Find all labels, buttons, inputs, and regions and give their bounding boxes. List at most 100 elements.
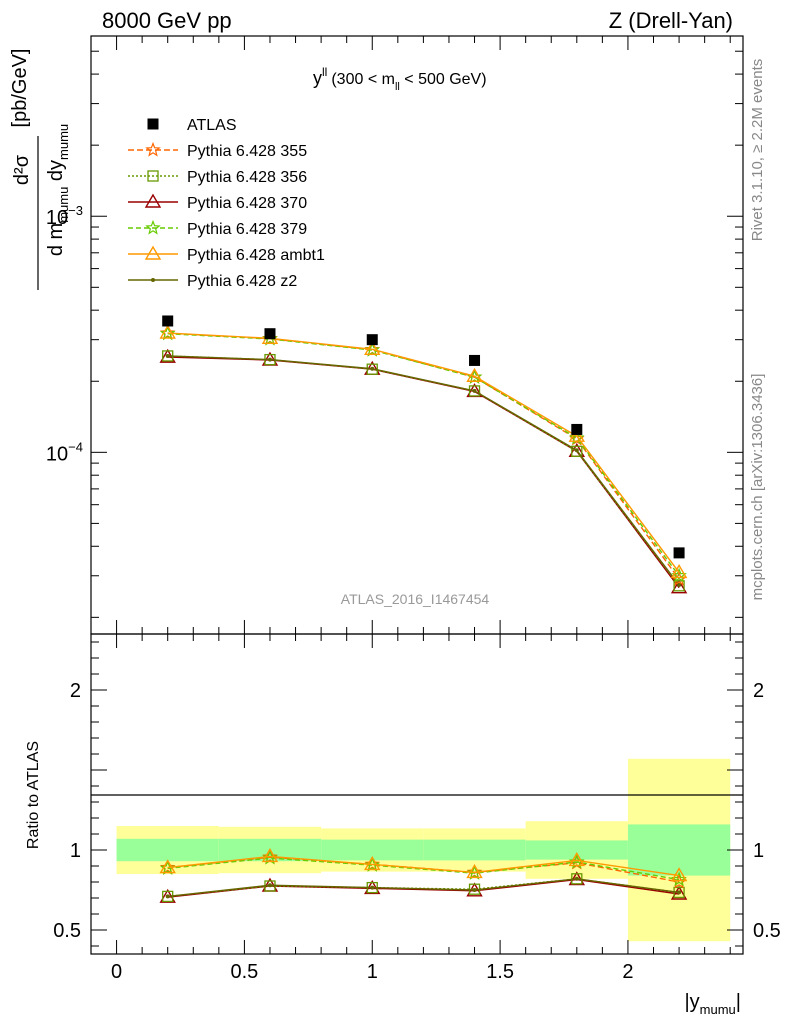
series-marker-ratio [670, 885, 688, 900]
series-marker-ratio [159, 859, 176, 875]
ratio-band-inner [525, 840, 628, 860]
series-marker-top [670, 579, 688, 594]
data-point [162, 315, 174, 327]
svg-text:d mmumu dymumu: d mmumu dymumu [45, 124, 71, 256]
y-ratio-tick-label-left: 1 [70, 840, 81, 862]
plot-title-pre: (300 < m [331, 71, 395, 88]
y-ratio-tick-label-left: 0.5 [53, 920, 81, 942]
series-marker-top [468, 385, 481, 397]
top-data-points [162, 315, 685, 559]
series-line-ratio [167, 855, 680, 877]
series-marker-ratio [670, 867, 688, 882]
legend-label: ATLAS [187, 117, 237, 134]
series-marker-ratio [472, 888, 477, 892]
series-marker-ratio [261, 848, 279, 863]
series-marker-top [165, 353, 170, 358]
legend-label: Pythia 6.428 355 [187, 143, 307, 160]
series-marker-ratio [364, 856, 380, 872]
y-ratio-tick-label-right: 1 [753, 840, 764, 862]
series-marker-ratio [262, 849, 278, 864]
svg-text:yll(300 < mll < 500 GeV): yll (300 < mll < 500 GeV) [313, 65, 487, 93]
ratio-series [159, 848, 688, 903]
y-tick-label: 10−4 [46, 439, 83, 465]
series-marker-top [472, 388, 477, 393]
series-line-top [167, 333, 680, 577]
series-marker-top [159, 325, 176, 341]
plot-title-sub: ll [395, 81, 400, 93]
data-point [264, 328, 276, 340]
legend-label: Pythia 6.428 370 [187, 195, 307, 212]
series-marker-ratio [677, 890, 682, 895]
legend-label: Pythia 6.428 356 [187, 169, 307, 186]
series-marker-top [568, 427, 586, 442]
ratio-axis-ticks: 0 0.5 1 1.5 2 0.5 0.5 1 1 2 2 [53, 634, 781, 983]
y-tick-label: 10−3 [46, 203, 83, 229]
series-marker-ratio [466, 864, 483, 879]
legend-marker [145, 219, 161, 235]
y-axis-title-ratio: Ratio to ATLAS [25, 741, 42, 849]
data-point [571, 423, 583, 435]
x-tick-label: 1 [367, 961, 378, 983]
legend-label: Pythia 6.428 ambt1 [187, 247, 325, 264]
legend-marker [151, 278, 155, 282]
series-marker-ratio [364, 857, 380, 872]
rivet-label: Rivet 3.1.10, ≥ 2.2M events [749, 59, 766, 242]
series-marker-ratio [574, 876, 579, 881]
series-marker-top [677, 583, 682, 588]
x-tick-label: 0.5 [231, 961, 259, 983]
series-line-ratio [167, 878, 680, 898]
series-line-ratio [167, 857, 680, 881]
series-marker-ratio [466, 864, 483, 880]
watermark: ATLAS_2016_I1467454 [341, 591, 490, 607]
series-marker-top [574, 448, 579, 453]
series-line-top [167, 332, 680, 580]
series-marker-top [364, 341, 380, 357]
y-title-den-sub2: mumu [56, 124, 71, 160]
series-marker-top [670, 564, 688, 579]
data-point [366, 334, 378, 346]
series-marker-ratio [370, 885, 375, 890]
legend-label: Pythia 6.428 379 [187, 221, 307, 238]
series-marker-ratio [159, 859, 176, 874]
svg-text:mcplots.cern.ch [arXiv:1306.34: mcplots.cern.ch [arXiv:1306.3436] [749, 374, 766, 601]
y-axis-title-denominator: d mmumu dymumu [45, 124, 71, 256]
data-point [673, 547, 685, 559]
legend-marker [144, 245, 162, 260]
ratio-panel: 0 0.5 1 1.5 2 0.5 0.5 1 1 2 2 [53, 633, 781, 983]
ratio-band-inner [627, 824, 731, 876]
x-tick-label: 2 [622, 961, 633, 983]
legend: ATLAS Pythia 6.428 355 Pythia 6.428 356 Pyt… [128, 117, 325, 290]
series-marker-top [159, 324, 176, 339]
header-right: Z (Drell-Yan) [609, 8, 733, 33]
series-marker-ratio [267, 883, 272, 888]
y-title-den-main: d m [45, 223, 67, 256]
ratio-bands [116, 758, 731, 942]
y-title-units: [pb/GeV] [9, 49, 31, 128]
y-axis-title-top: d²σ [11, 154, 33, 185]
x-axis-title: |ymumu| [684, 991, 741, 1017]
y-ratio-tick-label-left: 2 [70, 680, 81, 702]
series-marker-ratio [159, 860, 176, 876]
mcplots-label: mcplots.cern.ch [arXiv:1306.3436] [749, 374, 766, 601]
y-ratio-tick-label-right: 0.5 [753, 920, 781, 942]
y-title-den-mid: dy [45, 160, 67, 187]
legend-marker [147, 118, 159, 130]
series-marker-top [370, 366, 375, 371]
legend-marker [147, 170, 159, 182]
x-tick-label: 1.5 [486, 961, 514, 983]
svg-text:Rivet 3.1.10, ≥ 2.2M events: Rivet 3.1.10, ≥ 2.2M events [749, 59, 766, 242]
series-marker-top [571, 445, 583, 457]
svg-text:d²σ: d²σ [11, 154, 33, 185]
series-marker-top [673, 580, 685, 592]
ratio-title: Ratio to ATLAS [25, 741, 42, 849]
plot-title-main: y [313, 68, 322, 88]
y-title-numerator: d²σ [11, 154, 33, 185]
y-axis-units: [pb/GeV] [9, 49, 31, 128]
main-panel: 10−410−3 yll (300 < mll < 500 GeV) ATLASP… [46, 35, 744, 635]
series-marker-ratio [364, 856, 381, 871]
header-left: 8000 GeV pp [102, 8, 232, 33]
top-series [159, 324, 688, 594]
series-marker-ratio [165, 894, 170, 899]
y-title-den-sub1: mumu [56, 187, 71, 223]
